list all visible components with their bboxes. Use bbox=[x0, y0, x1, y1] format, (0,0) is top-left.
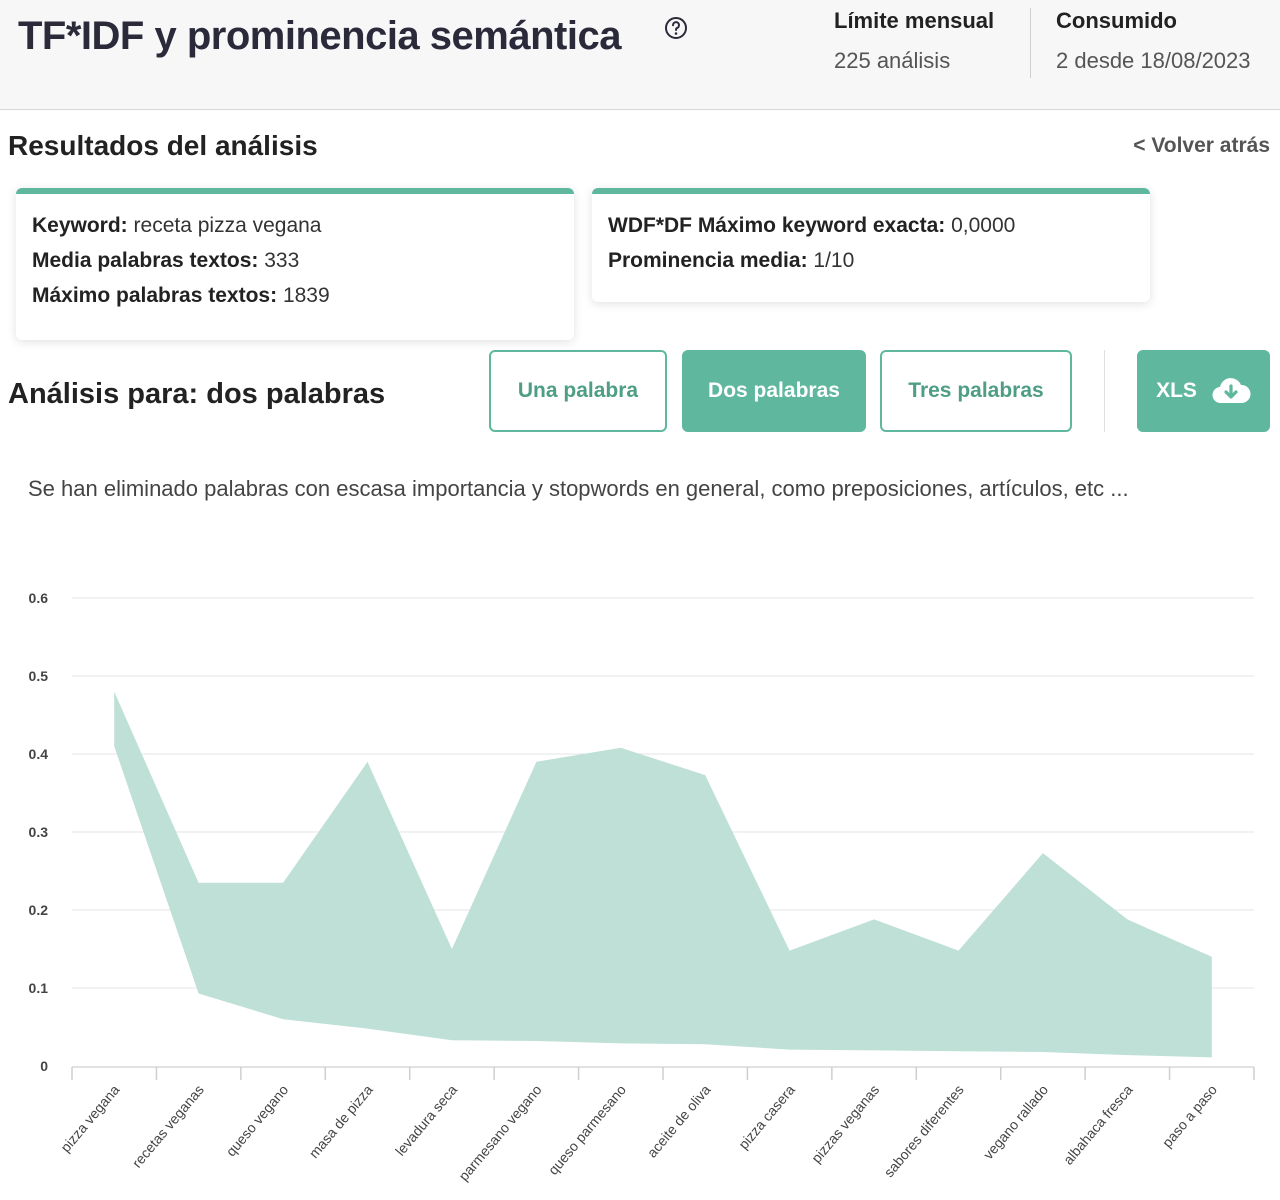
three-words-button[interactable]: Tres palabras bbox=[880, 350, 1072, 432]
button-divider bbox=[1104, 350, 1105, 432]
y-tick-label: 0.5 bbox=[29, 668, 49, 684]
stopwords-note: Se han eliminado palabras con escasa imp… bbox=[28, 476, 1129, 501]
x-tick-label: aceite de oliva bbox=[644, 1081, 714, 1160]
consumed: Consumido 2 desde 18/08/2023 bbox=[1056, 8, 1251, 74]
x-tick-label: pizza casera bbox=[735, 1081, 798, 1152]
question-circle-icon[interactable] bbox=[664, 16, 688, 40]
tfidf-area-chart: 0 0.1 0.2 0.3 0.4 0.5 0.6 pizza vegana recetas v… bbox=[29, 590, 1255, 1184]
wdf-value: 0,0000 bbox=[951, 214, 1016, 237]
one-word-label: Una palabra bbox=[517, 379, 639, 402]
x-tick-label: albahaca fresca bbox=[1060, 1081, 1136, 1167]
max-words-value: 1839 bbox=[282, 284, 330, 307]
avg-words-label: Media palabras textos: bbox=[32, 249, 259, 272]
x-tick-label: vegano rallado bbox=[980, 1081, 1051, 1162]
xls-label: XLS bbox=[1156, 379, 1197, 402]
wdf-row: WDF*DF Máximo keyword exacta: 0,0000 bbox=[608, 214, 1134, 238]
prominence-row: Prominencia media: 1/10 bbox=[608, 249, 1134, 273]
prominence-label: Prominencia media: bbox=[608, 249, 808, 272]
y-tick-label: 0.3 bbox=[29, 824, 49, 840]
x-tick-label: pizza vegana bbox=[57, 1081, 122, 1155]
keyword-row: Keyword: receta pizza vegana bbox=[32, 214, 558, 238]
analysis-title: Análisis para: dos palabras bbox=[8, 378, 386, 410]
monthly-limit: Límite mensual 225 análisis bbox=[834, 8, 994, 74]
two-words-label: Dos palabras bbox=[708, 379, 840, 402]
page-title: TF*IDF y prominencia semántica bbox=[18, 14, 621, 58]
y-tick-label: 0.2 bbox=[29, 902, 49, 918]
x-tick-label: masa de pizza bbox=[306, 1081, 376, 1161]
consumed-value: 2 desde 18/08/2023 bbox=[1056, 48, 1251, 73]
y-tick-label: 0.6 bbox=[29, 590, 49, 606]
area-band bbox=[114, 691, 1212, 1058]
x-tick-label: recetas veganas bbox=[129, 1082, 207, 1171]
xls-download-button[interactable]: XLS bbox=[1137, 350, 1270, 432]
x-tick-label: pizzas veganas bbox=[808, 1082, 882, 1166]
x-tick-label: paso a paso bbox=[1159, 1081, 1220, 1150]
one-word-button[interactable]: Una palabra bbox=[489, 350, 667, 432]
y-tick-label: 0.4 bbox=[29, 746, 49, 762]
keyword-value: receta pizza vegana bbox=[133, 214, 322, 237]
avg-words-row: Media palabras textos: 333 bbox=[32, 249, 558, 273]
keyword-label: Keyword: bbox=[32, 214, 128, 237]
three-words-label: Tres palabras bbox=[908, 379, 1044, 402]
max-words-label: Máximo palabras textos: bbox=[32, 284, 278, 307]
wdf-summary-card: WDF*DF Máximo keyword exacta: 0,0000 Pro… bbox=[592, 188, 1150, 302]
x-tick-label: levadura seca bbox=[392, 1081, 460, 1158]
y-tick-label: 0 bbox=[40, 1058, 48, 1074]
wdf-label: WDF*DF Máximo keyword exacta: bbox=[608, 214, 946, 237]
consumed-label: Consumido bbox=[1056, 8, 1177, 33]
max-words-row: Máximo palabras textos: 1839 bbox=[32, 284, 558, 308]
avg-words-value: 333 bbox=[264, 249, 300, 272]
y-tick-label: 0.1 bbox=[29, 980, 49, 996]
keyword-summary-card: Keyword: receta pizza vegana Media palab… bbox=[16, 188, 574, 340]
top-bar: TF*IDF y prominencia semántica Límite me… bbox=[0, 0, 1280, 110]
x-tick-label: queso vegano bbox=[223, 1081, 292, 1159]
x-tick-label: sabores diferentes bbox=[881, 1082, 967, 1181]
two-words-button[interactable]: Dos palabras bbox=[682, 350, 866, 432]
x-tick-label: queso parmesano bbox=[545, 1081, 629, 1177]
results-title: Resultados del análisis bbox=[8, 130, 318, 161]
monthly-limit-value: 225 análisis bbox=[834, 48, 951, 73]
x-tick-label: parmesano vegano bbox=[455, 1081, 544, 1183]
prominence-value: 1/10 bbox=[813, 249, 855, 272]
back-link[interactable]: < Volver atrás bbox=[1133, 134, 1270, 157]
cloud-download-icon bbox=[1212, 378, 1251, 404]
stat-divider bbox=[1030, 8, 1031, 78]
monthly-limit-label: Límite mensual bbox=[834, 8, 995, 33]
